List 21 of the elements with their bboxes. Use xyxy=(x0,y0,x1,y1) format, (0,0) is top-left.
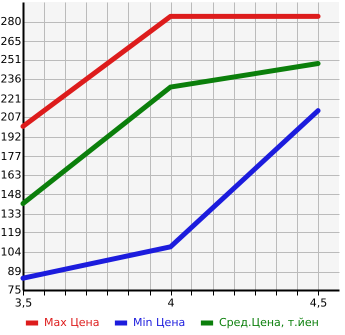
legend-label: Min Цена xyxy=(133,316,186,329)
y-tick-label: 221 xyxy=(0,92,22,106)
y-tick-label: 75 xyxy=(8,284,22,296)
x-tick-label: 4 xyxy=(168,296,175,310)
y-tick-label: 177 xyxy=(0,150,22,163)
y-tick-label: 104 xyxy=(0,246,22,259)
y-tick-label: 89 xyxy=(8,265,22,278)
y-tick-label: 148 xyxy=(0,188,22,201)
y-tick-label: 251 xyxy=(0,53,22,66)
legend-label: Max Цена xyxy=(44,316,100,329)
y-tick-label: 207 xyxy=(0,110,22,124)
x-tick-label: 3,5 xyxy=(14,296,32,310)
y-tick-label: 119 xyxy=(0,226,22,239)
y-tick-label: 280 xyxy=(0,15,22,28)
legend-label: Сред.Цена, т.йен xyxy=(219,316,319,329)
y-tick-label: 133 xyxy=(0,208,22,221)
y-tick-label: 236 xyxy=(0,72,22,86)
x-tick-label: 4,5 xyxy=(310,296,328,310)
y-tick-label: 192 xyxy=(0,130,22,144)
y-tick-label: 265 xyxy=(0,34,22,48)
y-tick-label: 163 xyxy=(0,168,22,182)
